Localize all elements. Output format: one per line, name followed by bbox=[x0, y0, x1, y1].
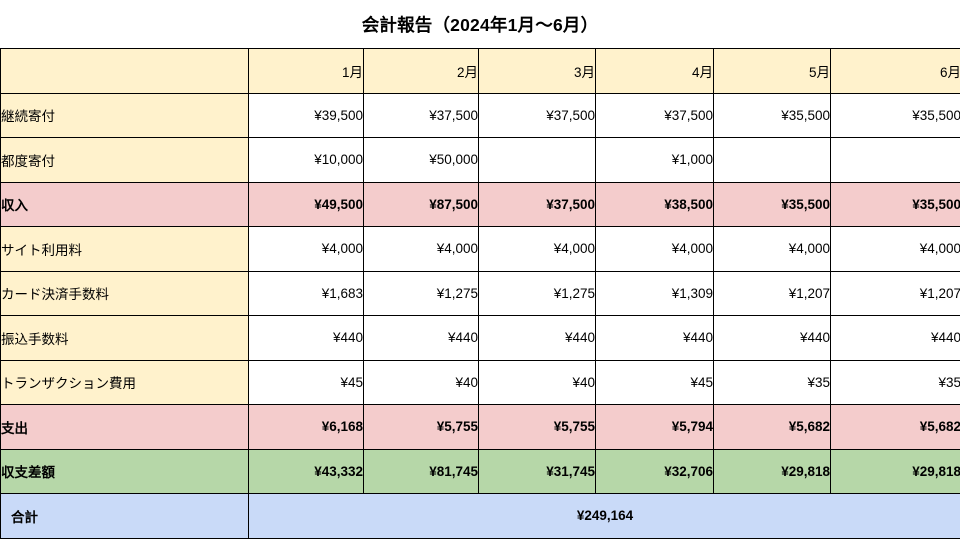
cell-site-usage-fee-month-6: ¥4,000 bbox=[830, 226, 960, 272]
row-label-net-balance: 収支差額 bbox=[0, 448, 249, 494]
cell-transfer-fee-month-1: ¥440 bbox=[248, 315, 364, 361]
table-body: 継続寄付 ¥39,500 ¥37,500 ¥37,500 ¥37,500 ¥35,500 ¥… bbox=[0, 92, 960, 494]
cell-transaction-cost-month-3: ¥40 bbox=[478, 359, 596, 405]
column-header-month-4: 4月 bbox=[595, 48, 714, 94]
row-label-recurring-donation: 継続寄付 bbox=[0, 92, 249, 138]
cell-card-payment-fee-month-4: ¥1,309 bbox=[595, 270, 714, 316]
cell-income-total-month-4: ¥38,500 bbox=[595, 181, 714, 227]
cell-income-total-month-1: ¥49,500 bbox=[248, 181, 364, 227]
corner-cell bbox=[0, 48, 249, 94]
cell-card-payment-fee-month-3: ¥1,275 bbox=[478, 270, 596, 316]
table-row-net-balance: 収支差額 ¥43,332 ¥81,745 ¥31,745 ¥32,706 ¥29,818 ¥… bbox=[0, 448, 960, 494]
cell-recurring-donation-month-2: ¥37,500 bbox=[363, 92, 479, 138]
cell-card-payment-fee-month-2: ¥1,275 bbox=[363, 270, 479, 316]
cell-recurring-donation-month-1: ¥39,500 bbox=[248, 92, 364, 138]
cell-one-time-donation-month-1: ¥10,000 bbox=[248, 137, 364, 183]
cell-transfer-fee-month-6: ¥440 bbox=[830, 315, 960, 361]
cell-site-usage-fee-month-1: ¥4,000 bbox=[248, 226, 364, 272]
cell-one-time-donation-month-2: ¥50,000 bbox=[363, 137, 479, 183]
column-header-month-1: 1月 bbox=[248, 48, 364, 94]
cell-site-usage-fee-month-5: ¥4,000 bbox=[713, 226, 831, 272]
month-header-row: 1月 2月 3月 4月 5月 6月 bbox=[0, 48, 960, 94]
column-header-month-2: 2月 bbox=[363, 48, 479, 94]
row-label-income-total: 収入 bbox=[0, 181, 249, 227]
row-label-transfer-fee: 振込手数料 bbox=[0, 315, 249, 361]
table-row-card-payment-fee: カード決済手数料 ¥1,683 ¥1,275 ¥1,275 ¥1,309 ¥1,207 ¥1… bbox=[0, 270, 960, 316]
cell-net-balance-month-6: ¥29,818 bbox=[830, 448, 960, 494]
row-label-transaction-cost: トランザクション費用 bbox=[0, 359, 249, 405]
cell-net-balance-month-5: ¥29,818 bbox=[713, 448, 831, 494]
table-row-expense-total: 支出 ¥6,168 ¥5,755 ¥5,755 ¥5,794 ¥5,682 ¥5,682 bbox=[0, 404, 960, 450]
cell-recurring-donation-month-4: ¥37,500 bbox=[595, 92, 714, 138]
cell-expense-total-month-3: ¥5,755 bbox=[478, 404, 596, 450]
cell-income-total-month-2: ¥87,500 bbox=[363, 181, 479, 227]
grand-total-row: 合計 ¥249,164 bbox=[0, 493, 960, 539]
cell-transaction-cost-month-1: ¥45 bbox=[248, 359, 364, 405]
cell-recurring-donation-month-3: ¥37,500 bbox=[478, 92, 596, 138]
cell-net-balance-month-2: ¥81,745 bbox=[363, 448, 479, 494]
row-label-one-time-donation: 都度寄付 bbox=[0, 137, 249, 183]
cell-transfer-fee-month-5: ¥440 bbox=[713, 315, 831, 361]
page-title: 会計報告（2024年1月〜6月） bbox=[361, 14, 599, 35]
cell-net-balance-month-1: ¥43,332 bbox=[248, 448, 364, 494]
cell-income-total-month-6: ¥35,500 bbox=[830, 181, 960, 227]
cell-transfer-fee-month-3: ¥440 bbox=[478, 315, 596, 361]
cell-card-payment-fee-month-5: ¥1,207 bbox=[713, 270, 831, 316]
cell-one-time-donation-month-3 bbox=[478, 137, 596, 183]
cell-expense-total-month-1: ¥6,168 bbox=[248, 404, 364, 450]
cell-recurring-donation-month-5: ¥35,500 bbox=[713, 92, 831, 138]
cell-expense-total-month-6: ¥5,682 bbox=[830, 404, 960, 450]
cell-one-time-donation-month-5 bbox=[713, 137, 831, 183]
table-row-income-total: 収入 ¥49,500 ¥87,500 ¥37,500 ¥38,500 ¥35,500 ¥35… bbox=[0, 181, 960, 227]
cell-site-usage-fee-month-3: ¥4,000 bbox=[478, 226, 596, 272]
table-row-transfer-fee: 振込手数料 ¥440 ¥440 ¥440 ¥440 ¥440 ¥440 bbox=[0, 315, 960, 361]
cell-income-total-month-3: ¥37,500 bbox=[478, 181, 596, 227]
grand-total-value: ¥249,164 bbox=[248, 493, 960, 539]
column-header-month-6: 6月 bbox=[830, 48, 960, 94]
cell-expense-total-month-5: ¥5,682 bbox=[713, 404, 831, 450]
table-row-one-time-donation: 都度寄付 ¥10,000 ¥50,000 ¥1,000 bbox=[0, 137, 960, 183]
cell-transaction-cost-month-4: ¥45 bbox=[595, 359, 714, 405]
cell-card-payment-fee-month-1: ¥1,683 bbox=[248, 270, 364, 316]
cell-recurring-donation-month-6: ¥35,500 bbox=[830, 92, 960, 138]
cell-transaction-cost-month-5: ¥35 bbox=[713, 359, 831, 405]
row-label-site-usage-fee: サイト利用料 bbox=[0, 226, 249, 272]
column-header-month-5: 5月 bbox=[713, 48, 831, 94]
cell-card-payment-fee-month-6: ¥1,207 bbox=[830, 270, 960, 316]
cell-income-total-month-5: ¥35,500 bbox=[713, 181, 831, 227]
row-label-expense-total: 支出 bbox=[0, 404, 249, 450]
grand-total-label: 合計 bbox=[0, 493, 249, 539]
cell-expense-total-month-2: ¥5,755 bbox=[363, 404, 479, 450]
table-row-recurring-donation: 継続寄付 ¥39,500 ¥37,500 ¥37,500 ¥37,500 ¥35,500 ¥… bbox=[0, 92, 960, 138]
cell-transfer-fee-month-2: ¥440 bbox=[363, 315, 479, 361]
table-row-site-usage-fee: サイト利用料 ¥4,000 ¥4,000 ¥4,000 ¥4,000 ¥4,000 ¥4,0… bbox=[0, 226, 960, 272]
cell-one-time-donation-month-6 bbox=[830, 137, 960, 183]
cell-transaction-cost-month-6: ¥35 bbox=[830, 359, 960, 405]
table-row-transaction-cost: トランザクション費用 ¥45 ¥40 ¥40 ¥45 ¥35 ¥35 bbox=[0, 359, 960, 405]
row-label-card-payment-fee: カード決済手数料 bbox=[0, 270, 249, 316]
column-header-month-3: 3月 bbox=[478, 48, 596, 94]
cell-net-balance-month-4: ¥32,706 bbox=[595, 448, 714, 494]
accounting-table: 1月 2月 3月 4月 5月 6月 継続寄付 ¥39,500 ¥37,500 ¥37,500 ¥3… bbox=[0, 48, 960, 539]
cell-transaction-cost-month-2: ¥40 bbox=[363, 359, 479, 405]
cell-expense-total-month-4: ¥5,794 bbox=[595, 404, 714, 450]
cell-site-usage-fee-month-2: ¥4,000 bbox=[363, 226, 479, 272]
cell-net-balance-month-3: ¥31,745 bbox=[478, 448, 596, 494]
cell-transfer-fee-month-4: ¥440 bbox=[595, 315, 714, 361]
cell-one-time-donation-month-4: ¥1,000 bbox=[595, 137, 714, 183]
cell-site-usage-fee-month-4: ¥4,000 bbox=[595, 226, 714, 272]
